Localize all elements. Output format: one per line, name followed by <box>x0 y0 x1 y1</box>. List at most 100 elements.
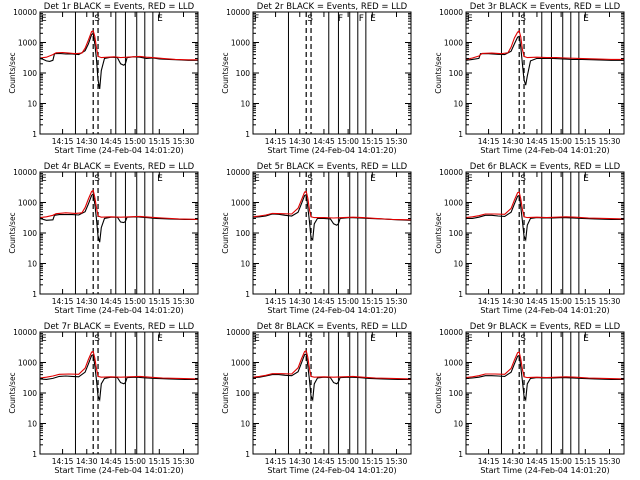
x-tick-label: 15:00 <box>550 297 572 306</box>
y-axis-label: Counts/sec <box>434 52 443 93</box>
x-tick-label: 15:00 <box>124 297 146 306</box>
events-series-line <box>40 192 198 243</box>
x-tick-label: 14:15 <box>265 137 287 146</box>
x-tick-label: 14:30 <box>76 457 98 466</box>
y-tick-label: 10000 <box>439 8 463 17</box>
detector-panel-8: Det 8r BLACK = Events, RED = LLD E S E 1 10 10… <box>221 322 412 475</box>
flag-label: E <box>583 14 589 24</box>
plot-frame <box>465 11 625 135</box>
plot-frame <box>252 331 412 455</box>
y-axis-label: Counts/sec <box>221 372 230 413</box>
x-tick-label: 14:30 <box>289 297 311 306</box>
x-tick-label: 14:30 <box>289 137 311 146</box>
x-tick-label: 15:15 <box>361 137 383 146</box>
y-tick-label: 100 <box>449 229 464 238</box>
y-tick-label: 10 <box>240 100 250 109</box>
events-series-line <box>253 193 411 242</box>
flag-label: E <box>467 14 473 24</box>
y-tick-label: 10 <box>240 260 250 269</box>
x-axis-label: Start Time (24-Feb-04 14:01:20) <box>267 466 396 475</box>
x-tick-label: 14:45 <box>100 457 122 466</box>
x-tick-label: 15:00 <box>337 137 359 146</box>
x-tick-label: 14:30 <box>76 297 98 306</box>
flag-label: S <box>307 334 313 344</box>
x-axis-label: Start Time (24-Feb-04 14:01:20) <box>480 466 609 475</box>
panel-title: Det 2r BLACK = Events, RED = LLD <box>257 2 408 12</box>
x-tick-label: 14:45 <box>526 297 548 306</box>
x-tick-label: 14:15 <box>52 457 74 466</box>
y-tick-label: 10 <box>27 420 37 429</box>
flag-label: S <box>520 334 526 344</box>
flag-label: E <box>583 174 589 184</box>
x-axis-label: Start Time (24-Feb-04 14:01:20) <box>267 146 396 155</box>
y-tick-label: 10 <box>453 100 463 109</box>
y-tick-label: 100 <box>23 389 38 398</box>
y-tick-label: 1000 <box>231 359 250 368</box>
y-tick-label: 100 <box>23 69 38 78</box>
x-tick-label: 15:30 <box>386 297 408 306</box>
x-tick-label: 14:30 <box>502 137 524 146</box>
y-tick-label: 100 <box>449 389 464 398</box>
flag-label: S <box>307 14 313 24</box>
x-tick-label: 14:30 <box>289 457 311 466</box>
x-tick-label: 15:15 <box>361 457 383 466</box>
flag-label: E <box>467 334 473 344</box>
events-series-line <box>466 194 624 242</box>
flag-label: F <box>338 14 343 24</box>
y-tick-label: 10 <box>27 260 37 269</box>
lld-series-line <box>253 350 411 380</box>
y-axis-label: Counts/sec <box>221 212 230 253</box>
lld-series-line <box>40 30 198 61</box>
lld-series-line <box>466 191 624 220</box>
flag-label: E <box>583 334 589 344</box>
x-tick-label: 14:45 <box>313 137 335 146</box>
flag-label: E <box>157 334 163 344</box>
y-axis-label: Counts/sec <box>8 212 17 253</box>
x-tick-label: 15:15 <box>148 137 170 146</box>
lld-series-line <box>253 190 411 221</box>
flag-label: E <box>467 174 473 184</box>
flag-label: E <box>157 174 163 184</box>
y-tick-label: 10000 <box>226 8 250 17</box>
x-tick-label: 15:30 <box>599 137 621 146</box>
plot-frame <box>465 331 625 455</box>
detector-panel-3: Det 3r BLACK = Events, RED = LLD E S E 1 10 10… <box>434 2 625 155</box>
x-tick-label: 15:00 <box>337 457 359 466</box>
x-tick-label: 14:30 <box>502 297 524 306</box>
lld-series-line <box>466 351 624 380</box>
x-tick-label: 14:15 <box>52 297 74 306</box>
flag-label: E <box>370 334 376 344</box>
flag-label: E <box>370 174 376 184</box>
panel-title: Det 6r BLACK = Events, RED = LLD <box>470 162 621 172</box>
y-tick-label: 1000 <box>444 199 463 208</box>
lld-series-line <box>466 29 624 60</box>
panel-title: Det 1r BLACK = Events, RED = LLD <box>44 2 195 12</box>
x-tick-label: 14:15 <box>265 457 287 466</box>
y-tick-label: 10000 <box>226 168 250 177</box>
plot-frame <box>465 171 625 295</box>
plot-frame <box>252 171 412 295</box>
panel-title: Det 4r BLACK = Events, RED = LLD <box>44 162 195 172</box>
x-tick-label: 15:30 <box>386 457 408 466</box>
y-tick-label: 10000 <box>439 168 463 177</box>
detector-panel-5: Det 5r BLACK = Events, RED = LLD E S E 1 10 10… <box>221 162 412 315</box>
x-tick-label: 14:45 <box>526 137 548 146</box>
lld-series-line <box>40 350 198 380</box>
x-tick-label: 15:30 <box>173 137 195 146</box>
x-tick-label: 15:30 <box>386 137 408 146</box>
x-tick-label: 14:45 <box>313 457 335 466</box>
events-series-line <box>253 353 411 402</box>
x-tick-label: 15:15 <box>574 137 596 146</box>
y-tick-label: 10 <box>453 260 463 269</box>
y-tick-label: 100 <box>236 389 251 398</box>
y-tick-label: 10 <box>453 420 463 429</box>
x-tick-label: 14:45 <box>526 457 548 466</box>
